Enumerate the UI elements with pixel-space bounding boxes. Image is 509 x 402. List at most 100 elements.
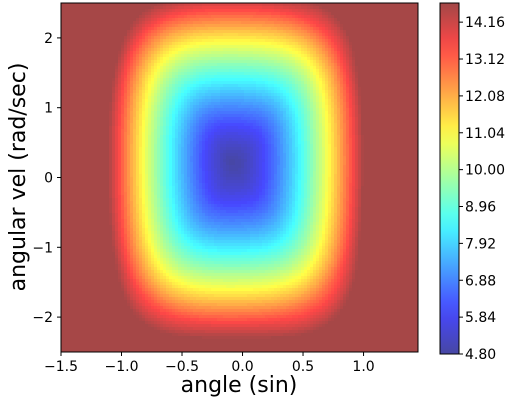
- heatmap-cell: [169, 324, 173, 328]
- heatmap-cell: [145, 21, 149, 25]
- heatmap-cell: [85, 189, 89, 193]
- heatmap-cell: [130, 150, 134, 154]
- heatmap-cell: [160, 183, 164, 187]
- heatmap-cell: [70, 15, 74, 19]
- heatmap-cell: [91, 129, 95, 133]
- heatmap-cell: [145, 276, 149, 280]
- heatmap-cell: [151, 180, 155, 184]
- heatmap-cell: [79, 333, 83, 337]
- heatmap-cell: [151, 33, 155, 37]
- heatmap-cell: [178, 117, 182, 121]
- heatmap-cell: [79, 42, 83, 46]
- heatmap-cell: [133, 330, 137, 334]
- heatmap-cell: [124, 279, 128, 283]
- heatmap-cell: [85, 150, 89, 154]
- heatmap-cell: [139, 33, 143, 37]
- heatmap-cell: [178, 27, 182, 31]
- heatmap-cell: [70, 105, 74, 109]
- heatmap-cell: [121, 168, 125, 172]
- heatmap-cell: [109, 9, 113, 13]
- heatmap-cell: [70, 177, 74, 181]
- heatmap-cell: [178, 264, 182, 268]
- heatmap-cell: [79, 270, 83, 274]
- heatmap-cell: [181, 228, 185, 232]
- heatmap-cell: [169, 90, 173, 94]
- heatmap-cell: [85, 102, 89, 106]
- heatmap-cell: [85, 225, 89, 229]
- heatmap-cell: [76, 132, 80, 136]
- heatmap-cell: [118, 318, 122, 322]
- heatmap-cell: [184, 306, 188, 310]
- heatmap-cell: [109, 243, 113, 247]
- heatmap-cell: [73, 147, 77, 151]
- heatmap-cell: [184, 204, 188, 208]
- heatmap-cell: [118, 117, 122, 121]
- heatmap-cell: [172, 195, 176, 199]
- heatmap-cell: [88, 189, 92, 193]
- heatmap-cell: [85, 39, 89, 43]
- heatmap-cell: [166, 186, 170, 190]
- heatmap-cell: [94, 141, 98, 145]
- heatmap-cell: [145, 243, 149, 247]
- heatmap-cell: [145, 288, 149, 292]
- heatmap-cell: [88, 348, 92, 352]
- heatmap-cell: [169, 42, 173, 46]
- heatmap-cell: [67, 267, 71, 271]
- heatmap-cell: [97, 282, 101, 286]
- heatmap-cell: [169, 288, 173, 292]
- heatmap-cell: [139, 312, 143, 316]
- heatmap-cell: [85, 321, 89, 325]
- heatmap-cell: [139, 117, 143, 121]
- heatmap-cell: [76, 150, 80, 154]
- heatmap-cell: [133, 225, 137, 229]
- heatmap-cell: [67, 345, 71, 349]
- heatmap-cell: [160, 39, 164, 43]
- heatmap-cell: [136, 231, 140, 235]
- heatmap-cell: [73, 144, 77, 148]
- heatmap-cell: [61, 240, 65, 244]
- heatmap-cell: [106, 306, 110, 310]
- heatmap-cell: [76, 315, 80, 319]
- heatmap-cell: [76, 51, 80, 55]
- heatmap-cell: [124, 135, 128, 139]
- heatmap-cell: [112, 6, 116, 10]
- heatmap-cell: [118, 309, 122, 313]
- heatmap-cell: [175, 153, 179, 157]
- heatmap-cell: [157, 150, 161, 154]
- heatmap-cell: [85, 156, 89, 160]
- heatmap-cell: [85, 81, 89, 85]
- heatmap-cell: [157, 30, 161, 34]
- heatmap-cell: [91, 42, 95, 46]
- heatmap-cell: [97, 189, 101, 193]
- heatmap-cell: [121, 150, 125, 154]
- heatmap-cell: [82, 21, 86, 25]
- heatmap-cell: [169, 255, 173, 259]
- heatmap-cell: [106, 93, 110, 97]
- heatmap-cell: [181, 255, 185, 259]
- heatmap-cell: [184, 93, 188, 97]
- heatmap-cell: [67, 222, 71, 226]
- heatmap-cell: [133, 213, 137, 217]
- heatmap-cell: [124, 186, 128, 190]
- heatmap-cell: [181, 291, 185, 295]
- heatmap-cell: [70, 75, 74, 79]
- heatmap-cell: [151, 117, 155, 121]
- heatmap-cell: [64, 282, 68, 286]
- heatmap-cell: [112, 93, 116, 97]
- heatmap-cell: [124, 156, 128, 160]
- heatmap-cell: [169, 225, 173, 229]
- heatmap-cell: [100, 195, 104, 199]
- heatmap-cell: [64, 141, 68, 145]
- heatmap-cell: [97, 57, 101, 61]
- heatmap-cell: [94, 219, 98, 223]
- heatmap-cell: [94, 213, 98, 217]
- heatmap-cell: [142, 234, 146, 238]
- heatmap-cell: [70, 144, 74, 148]
- heatmap-cell: [118, 312, 122, 316]
- heatmap-cell: [103, 219, 107, 223]
- heatmap-cell: [169, 177, 173, 181]
- heatmap-cell: [127, 303, 131, 307]
- heatmap-cell: [124, 201, 128, 205]
- heatmap-cell: [127, 54, 131, 58]
- heatmap-cell: [100, 156, 104, 160]
